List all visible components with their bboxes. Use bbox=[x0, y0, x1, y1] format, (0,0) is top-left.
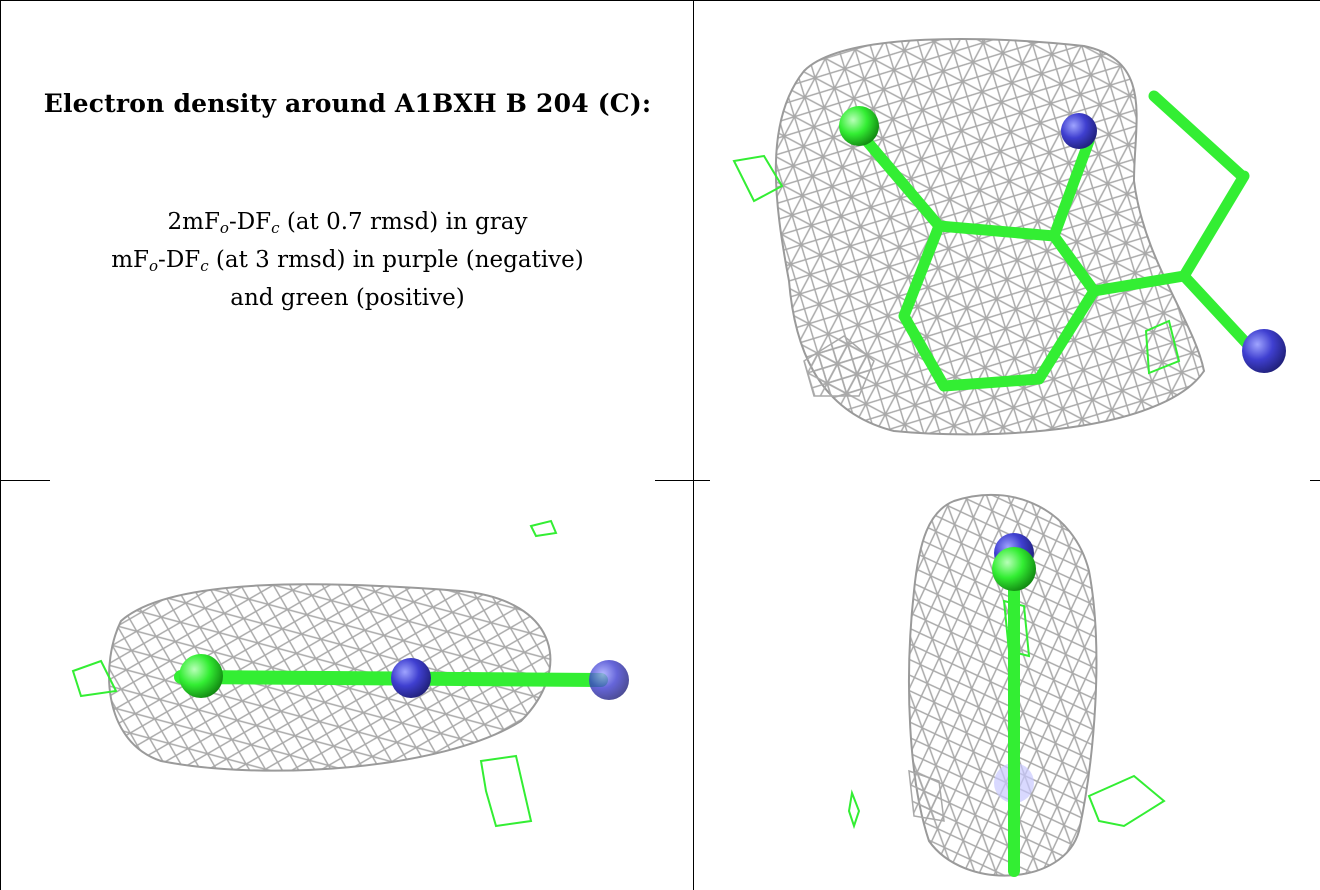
caption-legend: 2mFo-DFc (at 0.7 rmsd) in gray mFo-DFc (… bbox=[1, 206, 693, 314]
caption-panel: Electron density around A1BXH B 204 (C):… bbox=[1, 1, 693, 480]
border-left bbox=[0, 0, 1, 890]
border-middle bbox=[693, 0, 694, 890]
density-view-side bbox=[1, 481, 693, 890]
caption-title: Electron density around A1BXH B 204 (C): bbox=[43, 89, 652, 118]
legend-line-positive: and green (positive) bbox=[230, 285, 465, 311]
molecule-mesh-icon bbox=[732, 37, 1286, 436]
molecule-mesh-end-icon bbox=[847, 493, 1166, 877]
legend-line-fo-fc: mFo-DFc (at 3 rmsd) in purple (negative) bbox=[111, 247, 584, 275]
row-divider-right bbox=[1310, 480, 1320, 481]
molecule-mesh-side-icon bbox=[71, 519, 629, 828]
density-view-top bbox=[694, 1, 1320, 480]
legend-line-2fo-fc: 2mFo-DFc (at 0.7 rmsd) in gray bbox=[167, 209, 528, 237]
border-top bbox=[0, 0, 1320, 1]
row-divider-left bbox=[0, 480, 50, 481]
density-view-end bbox=[694, 481, 1320, 890]
row-divider-mid bbox=[655, 480, 710, 481]
